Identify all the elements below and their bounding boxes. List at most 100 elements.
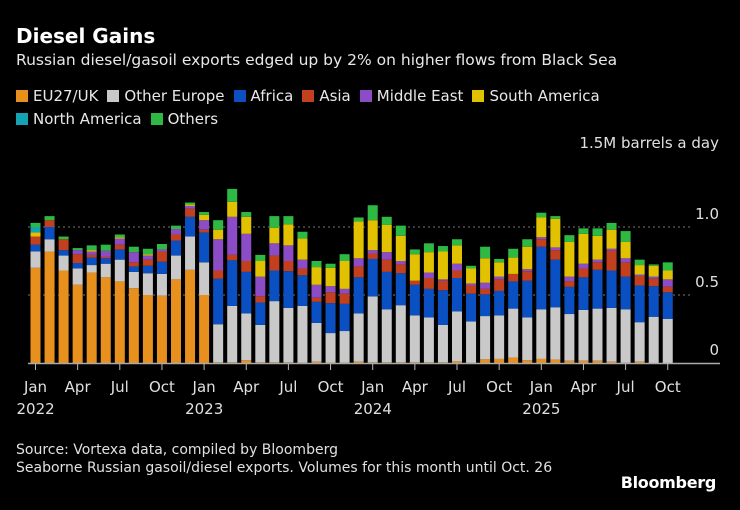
bar-segment [592, 235, 603, 260]
bar-segment [508, 281, 519, 309]
bar-segment [536, 246, 547, 310]
note-text: Seaborne Russian gasoil/diesel exports. … [16, 460, 553, 476]
bar-segment [241, 271, 252, 314]
bar-segment [185, 216, 196, 237]
bar-segment [423, 362, 434, 363]
bar-segment [100, 263, 111, 278]
bar-segment [367, 253, 378, 259]
bar-segment [227, 188, 238, 202]
bar-segment [395, 305, 406, 363]
bar-segment [241, 313, 252, 361]
x-tick-label: Oct [318, 378, 344, 396]
bar-segment [185, 208, 196, 217]
x-tick-label: Jul [278, 378, 297, 396]
bar-segment [466, 265, 477, 269]
bar-segment [564, 235, 575, 242]
bar-segment [452, 278, 462, 312]
bar-segment [578, 268, 589, 278]
x-year-label: 2025 [522, 400, 560, 418]
bar-segment [480, 359, 491, 363]
bar-segment [44, 251, 55, 363]
bar-segment [592, 360, 603, 363]
bar-segment [114, 249, 125, 260]
bar-segment [283, 362, 294, 363]
bar-segment [100, 244, 111, 251]
legend-swatch [472, 90, 485, 102]
bar-segment [536, 217, 547, 238]
bar-segment [578, 228, 589, 234]
bar-segment [466, 283, 477, 286]
bar-segment [297, 275, 308, 306]
bar-segment [634, 322, 645, 362]
bar-segment [241, 212, 252, 217]
bar-segment [241, 233, 252, 261]
bar-segment [339, 293, 350, 304]
bar-segment [648, 265, 659, 277]
bar-segment [564, 276, 575, 282]
bar-segment [171, 279, 181, 363]
bar-segment [311, 297, 322, 302]
bar-segment [578, 263, 589, 269]
bar-segment [452, 263, 462, 271]
bar-segment [325, 263, 336, 268]
legend-label: EU27/UK [33, 87, 99, 105]
bar-segment [423, 317, 434, 363]
bar-segment [592, 269, 603, 309]
bar-segment [156, 249, 167, 252]
bar-segment [128, 266, 139, 272]
bar-segment [522, 280, 533, 318]
bar-segment [662, 270, 673, 280]
bar-segment [213, 220, 224, 230]
bar-segment [283, 307, 294, 363]
bar-segment [171, 234, 181, 241]
bar-segment [606, 222, 617, 230]
bar-segment [423, 278, 434, 289]
bar-segment [227, 216, 238, 255]
x-tick-label: Jul [110, 378, 129, 396]
x-tick-label: Oct [486, 378, 512, 396]
bar-segment [494, 258, 505, 263]
bar-segment [480, 316, 491, 360]
bar-segment [550, 250, 561, 260]
bar-segment [44, 216, 55, 221]
bar-segment [494, 315, 505, 359]
bar-segment [620, 309, 631, 363]
legend-item: Others [150, 108, 219, 130]
y-tick-label: 0 [709, 341, 719, 359]
legend-swatch [302, 90, 315, 102]
legend: EU27/UK Other Europe Africa Asia Middle East… [16, 85, 716, 131]
bar-segment [634, 275, 645, 286]
bar-segment [72, 268, 83, 285]
legend-item: South America [472, 85, 600, 107]
bar-segment [185, 204, 196, 206]
bar-segment [339, 261, 350, 289]
bar-segment [381, 362, 392, 363]
bar-segment [395, 225, 406, 236]
bar-segment [550, 218, 561, 248]
bar-segment [606, 229, 617, 249]
bar-segment [480, 294, 491, 317]
bar-segment [185, 269, 196, 363]
bar-segment [72, 263, 83, 269]
bar-segment [142, 265, 153, 274]
bar-segment [578, 233, 589, 264]
bar-segment [227, 254, 238, 261]
bar-segment [508, 357, 519, 363]
bar-segment [634, 259, 645, 266]
bar-segment [508, 248, 519, 258]
bar-segment [437, 246, 448, 252]
bar-segment [142, 254, 153, 256]
bar-segment [606, 361, 617, 363]
bar-segment [536, 239, 547, 247]
bar-segment [353, 277, 364, 314]
bar-segment [86, 257, 97, 266]
bar-segment [522, 269, 533, 272]
bar-segment [662, 286, 673, 293]
bar-segment [297, 268, 308, 276]
bar-segment [44, 227, 55, 240]
bar-segment [58, 250, 69, 256]
bar-segment [283, 216, 294, 225]
x-tick-label: Jul [447, 378, 466, 396]
bar-segment [171, 229, 181, 235]
legend-label: Others [167, 110, 219, 128]
